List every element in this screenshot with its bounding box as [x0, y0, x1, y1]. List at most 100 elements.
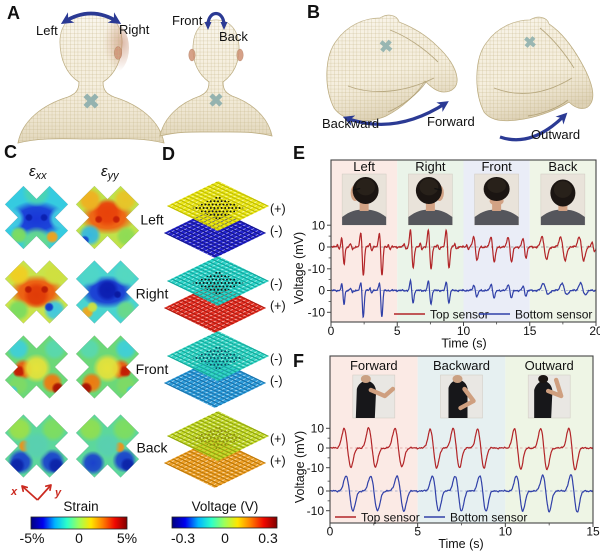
- label-outward: Outward: [531, 127, 580, 142]
- photo-arm-backward: [440, 374, 483, 419]
- strain-colorbar-title: Strain: [63, 499, 98, 514]
- region-label-front: Front: [481, 159, 512, 174]
- mesh-overlay: [18, 13, 164, 143]
- shoulder-mesh-raise: Outward: [476, 16, 594, 142]
- x-axis-label: Time (s): [441, 337, 486, 351]
- y-axis-label: Voltage (mV): [292, 232, 306, 304]
- strain-tick-max: 5%: [117, 530, 137, 546]
- voltage-colorbar: [171, 516, 278, 529]
- photo-head-back: [540, 173, 586, 226]
- panel-c: C εxx εyy x y Strain -5% 0 5%: [4, 145, 140, 546]
- x-tick-label: 0: [328, 324, 335, 338]
- x-tick-label: 15: [586, 525, 600, 539]
- polarity-bottom: (-): [270, 374, 283, 388]
- strain-map: [75, 414, 140, 478]
- x-tick-label: 0: [327, 525, 334, 539]
- shoulder-sensor: [524, 36, 536, 48]
- label-back: Back: [219, 29, 248, 44]
- strain-axes-glyph: [21, 484, 52, 501]
- panel-d-label: D: [162, 145, 175, 164]
- strain-map: [4, 335, 69, 399]
- region-label-back: Back: [548, 159, 577, 174]
- strain-tick-min: -5%: [20, 530, 45, 546]
- photo-head-right: [408, 173, 453, 226]
- trace-bottom-sensor: [330, 474, 593, 513]
- legend-label: Top sensor: [430, 307, 489, 321]
- photo-arm-forward: [352, 374, 396, 419]
- region-label-right: Right: [415, 159, 446, 174]
- y-tick-label: 0: [317, 441, 324, 455]
- label-right: Right: [119, 22, 150, 37]
- y-tick-label: -10: [308, 306, 326, 320]
- mesh-overlay: [326, 15, 458, 121]
- y-tick-label: 0: [317, 484, 324, 498]
- region-label-forward: Forward: [350, 358, 398, 373]
- region-label-outward: Outward: [525, 358, 574, 373]
- y-axis-label: Voltage (mV): [293, 431, 307, 503]
- trace-bottom-sensor: [331, 277, 596, 319]
- label-front: Front: [172, 13, 203, 28]
- x-tick-label: 20: [589, 324, 600, 338]
- strain-xx-header: εxx: [29, 163, 47, 182]
- shoulder-sensor: [379, 39, 393, 53]
- label-forward: Forward: [427, 114, 475, 129]
- neck-sensor: [209, 93, 223, 107]
- polarity-bottom: (+): [270, 454, 286, 468]
- strain-axis-x: x: [10, 486, 18, 498]
- strain-map: [75, 335, 140, 399]
- swing-arrow: [342, 101, 449, 126]
- photo-head-left: [341, 173, 387, 226]
- panel-d: D (+) (-) (-) (+) (-) (-) (+) (+) Voltage (V) -…: [162, 145, 286, 546]
- panel-c-label: C: [4, 145, 17, 162]
- polarity-bottom: (-): [270, 224, 283, 238]
- y-tick-label: -10: [307, 461, 325, 475]
- turn-arrow: [60, 11, 122, 24]
- y-tick-label: 0: [318, 240, 325, 254]
- voltage-tick-min: -0.3: [171, 530, 195, 546]
- strain-map: [4, 260, 69, 324]
- legend-label: Top sensor: [361, 510, 420, 524]
- panel-f-label: F: [293, 351, 304, 371]
- y-tick-label: -10: [307, 504, 325, 518]
- x-tick-label: 15: [523, 324, 537, 338]
- mesh-overlay: [160, 20, 272, 136]
- strain-yy-header: εyy: [101, 163, 120, 182]
- x-tick-label: 10: [499, 525, 513, 539]
- panel-b-label: B: [307, 2, 320, 22]
- y-tick-label: 10: [311, 422, 325, 436]
- strain-map: [4, 185, 69, 250]
- polarity-top: (-): [270, 352, 283, 366]
- x-tick-label: 10: [457, 324, 471, 338]
- strain-colorbar: [30, 516, 128, 530]
- trace-top-sensor: [331, 228, 596, 276]
- legend-label: Bottom sensor: [450, 510, 527, 524]
- label-backward: Backward: [322, 116, 379, 131]
- panel-b: B Backward Forward: [307, 2, 594, 142]
- region-label-backward: Backward: [433, 358, 490, 373]
- polarity-bottom: (+): [270, 299, 286, 313]
- polarity-top: (+): [270, 202, 286, 216]
- voltage-tick-max: 0.3: [258, 530, 278, 546]
- nod-arrow: [204, 11, 228, 30]
- panel-e-label: E: [293, 145, 305, 163]
- x-axis-label: Time (s): [438, 537, 483, 551]
- voltage-tick-zero: 0: [221, 530, 229, 546]
- y-tick-label: -10: [308, 262, 326, 276]
- mesh-overlay: [476, 17, 593, 121]
- panel-a: A Left Right Front: [7, 3, 273, 144]
- y-tick-label: 0: [318, 284, 325, 298]
- voltage-colorbar-title: Voltage (V): [192, 499, 259, 514]
- strain-map: [75, 185, 140, 250]
- strain-map: [4, 414, 69, 478]
- strain-tick-zero: 0: [75, 530, 83, 546]
- polarity-top: (-): [270, 277, 283, 291]
- shoulder-mesh-swing: Backward Forward: [322, 14, 475, 131]
- head-mesh-nod: Front Back: [159, 11, 273, 137]
- neck-sensor: [83, 93, 99, 109]
- x-tick-label: 5: [414, 525, 421, 539]
- y-tick-label: 10: [312, 218, 326, 232]
- head-mesh-turn: Left Right: [17, 11, 165, 144]
